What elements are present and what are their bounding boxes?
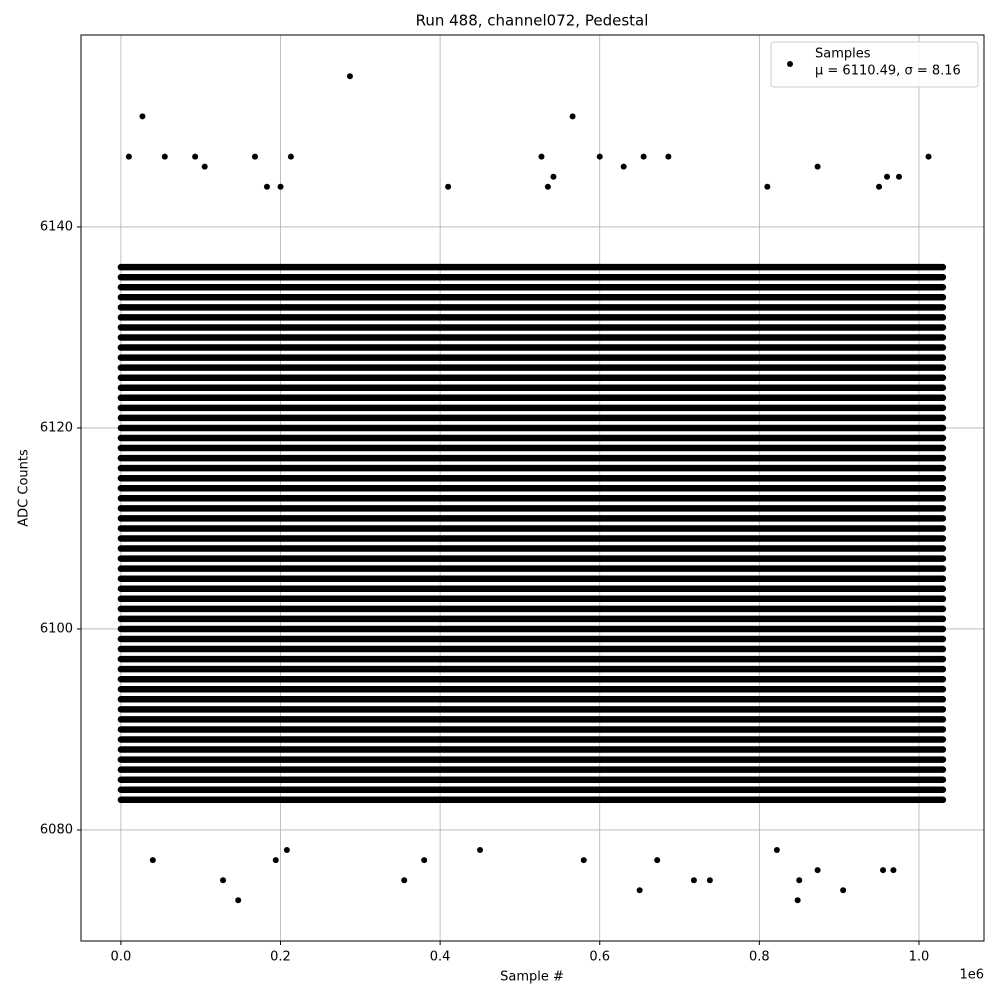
sample-point [654,857,661,864]
sample-point [764,183,771,190]
sample-point [890,867,897,874]
chart-title: Run 488, channel072, Pedestal [416,12,649,30]
x-axis-label: Sample # [500,970,564,985]
sample-point [477,847,484,854]
sample-point [192,153,199,160]
legend: Samples μ = 6110.49, σ = 8.16 [770,41,979,88]
sample-point [925,153,932,160]
sample-point [876,183,883,190]
sample-point [161,153,168,160]
sample-point [814,867,821,874]
sample-point [251,153,258,160]
sample-point [235,897,242,904]
sample-point [840,887,847,894]
sample-point [796,877,803,884]
sample-point [149,857,156,864]
sample-point [125,153,132,160]
sample-point [346,73,353,80]
sample-point [550,173,557,180]
sample-point [636,887,643,894]
sample-point [794,897,801,904]
plot-area [81,35,984,941]
x-tick-label: 1.0 [909,950,930,965]
y-axis-label: ADC Counts [17,449,32,527]
x-tick-label: 0.8 [749,950,770,965]
sample-point [884,173,891,180]
sample-point [665,153,672,160]
sample-point [544,183,551,190]
sample-point [283,847,290,854]
sample-point [287,153,294,160]
x-tick-label: 0.0 [111,950,132,965]
y-tick-label: 6080 [40,822,73,837]
x-tick-label: 0.2 [270,950,291,965]
sample-point [538,153,545,160]
sample-point [596,153,603,160]
y-tick-label: 6120 [40,420,73,435]
sample-point [569,113,576,120]
sample-point [201,163,208,170]
x-tick-label: 0.4 [430,950,451,965]
legend-marker [787,61,793,67]
sample-point [814,163,821,170]
x-tick-label: 0.6 [589,950,610,965]
sample-point [445,183,452,190]
sample-point [139,113,146,120]
legend-label: Samples [815,47,871,62]
sample-point [880,867,887,874]
sample-point [896,173,903,180]
sample-point [401,877,408,884]
y-tick-label: 6140 [40,219,73,234]
sample-point [263,183,270,190]
sample-point [277,183,284,190]
legend-box [770,41,979,88]
sample-point [620,163,627,170]
sample-point [421,857,428,864]
axes-frame [80,34,985,942]
sample-point [690,877,697,884]
sample-point [272,857,279,864]
sample-point [773,847,780,854]
x-offset-label: 1e6 [959,968,984,983]
sample-point [580,857,587,864]
legend-note: μ = 6110.49, σ = 8.16 [815,64,961,79]
sample-point [706,877,713,884]
sample-point [220,877,227,884]
sample-point [640,153,647,160]
y-tick-label: 6100 [40,621,73,636]
